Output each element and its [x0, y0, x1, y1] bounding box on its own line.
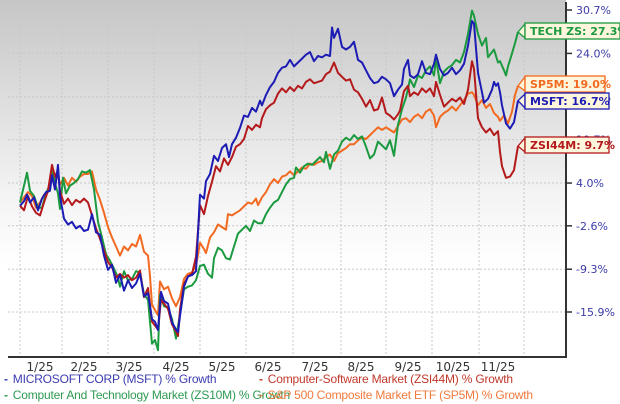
- legend-item-zs10m: - Computer And Technology Market (ZS10M) …: [4, 388, 290, 402]
- x-tick-label: 7/25: [302, 360, 329, 374]
- gridlines: [8, 0, 566, 357]
- series-line-tech-zs: [19, 9, 519, 352]
- y-tick-label: 4.0%: [576, 177, 604, 190]
- legend-label-zs10m: Computer And Technology Market (ZS10M) %…: [12, 388, 290, 402]
- y-tick-label: 30.7%: [576, 4, 611, 17]
- x-tick-label: 1/25: [27, 360, 54, 374]
- y-tick-label: 24.0%: [576, 47, 611, 60]
- x-tick-label: 10/25: [436, 360, 471, 374]
- y-tick-label: -9.3%: [576, 263, 608, 276]
- legend-swatch-msft: -: [4, 372, 8, 386]
- end-tag-label: ZSI44M: 9.7%: [530, 139, 615, 152]
- series-line-msft: [19, 20, 519, 334]
- x-tick-label: 11/25: [481, 360, 516, 374]
- end-tag-label: TECH ZS: 27.3%: [530, 25, 620, 38]
- x-tick-label: 8/25: [348, 360, 375, 374]
- legend-item-sp5m: - S&P 500 Composite Market ETF (SP5M) % G…: [259, 388, 533, 402]
- legend-swatch-zsi44m: -: [259, 372, 263, 386]
- legend-label-sp5m: S&P 500 Composite Market ETF (SP5M) % Gr…: [267, 388, 533, 402]
- legend-item-zsi44m: - Computer-Software Market (ZSI44M) % Gro…: [259, 372, 513, 386]
- series-lines: [19, 9, 519, 352]
- end-value-tags: TECH ZS: 27.3% SP5M: 19.0% MSFT: 16.7% ZSI4…: [517, 22, 620, 154]
- y-tick-label: -2.6%: [576, 220, 608, 233]
- legend-swatch-zs10m: -: [4, 388, 8, 402]
- legend-label-zsi44m: Computer-Software Market (ZSI44M) % Grow…: [267, 372, 513, 386]
- end-tag-label: MSFT: 16.7%: [530, 95, 610, 108]
- legend-label-msft: MICROSOFT CORP (MSFT) % Growth: [12, 372, 217, 386]
- x-tick-label: 4/25: [163, 360, 190, 374]
- x-tick-label: 2/25: [71, 360, 98, 374]
- x-tick-label: 5/25: [209, 360, 236, 374]
- end-tag-msft: MSFT: 16.7%: [517, 92, 610, 110]
- x-tick-label: 3/25: [116, 360, 143, 374]
- x-tick-label: 6/25: [255, 360, 282, 374]
- legend-swatch-sp5m: -: [259, 388, 263, 402]
- legend-item-msft: - MICROSOFT CORP (MSFT) % Growth: [4, 372, 217, 386]
- x-tick-label: 9/25: [395, 360, 422, 374]
- end-tag-tech-zs: TECH ZS: 27.3%: [517, 22, 620, 40]
- series-line-sp5m: [19, 85, 519, 317]
- end-tag-zsi44m: ZSI44M: 9.7%: [517, 136, 615, 154]
- end-tag-label: SP5M: 19.0%: [530, 78, 611, 91]
- x-axis-labels: 1/25 2/25 3/25 4/25 5/25 6/25 7/25 8/25 9/25 10/2…: [27, 360, 516, 374]
- end-tag-sp5m: SP5M: 19.0%: [517, 75, 611, 93]
- y-axis-ticks: 30.7%24.0%17.3%10.7%4.0%-2.6%-9.3%-15.9%: [566, 4, 615, 319]
- y-tick-label: -15.9%: [576, 306, 615, 319]
